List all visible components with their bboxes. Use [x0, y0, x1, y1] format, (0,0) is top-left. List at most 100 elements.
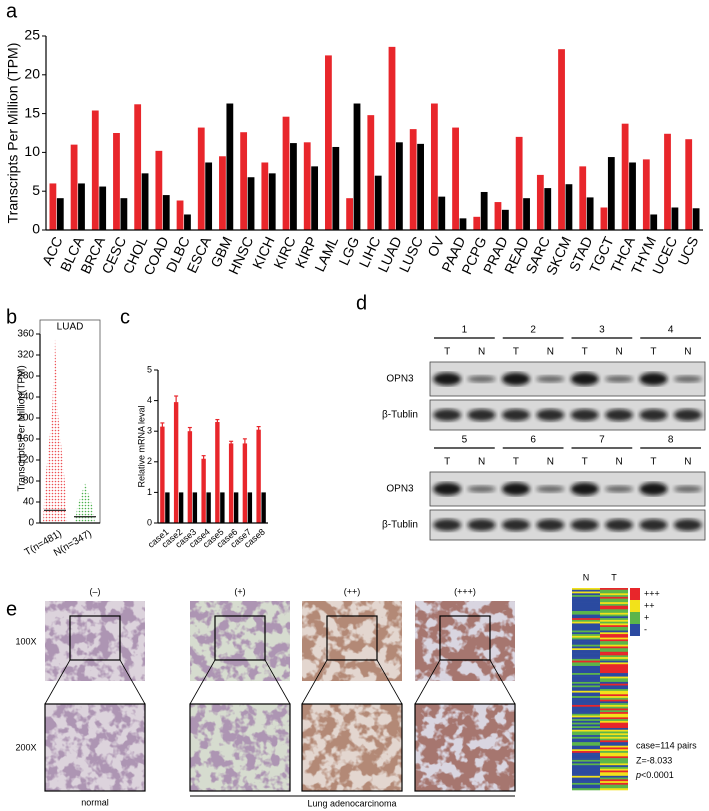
chart-title: LUAD [57, 322, 84, 333]
y-tick-label: 0 [32, 221, 40, 237]
y-axis-label: Relative mRNA leval [136, 405, 146, 487]
decoration [572, 690, 600, 693]
decoration [572, 611, 600, 614]
decoration [415, 704, 515, 791]
decoration [600, 696, 628, 699]
decoration [600, 736, 628, 739]
decoration [600, 665, 628, 669]
blot-row-label: OPN3 [386, 484, 414, 495]
decoration [572, 683, 600, 686]
decoration [572, 635, 600, 638]
lane-label: N [547, 457, 554, 468]
decoration [600, 689, 628, 692]
decoration [600, 749, 628, 752]
blot-row-label: β-Tublin [382, 410, 418, 421]
bar [430, 103, 438, 230]
bar [162, 195, 170, 230]
decoration [301, 659, 328, 705]
decoration [572, 747, 600, 750]
decoration [572, 593, 600, 596]
decoration [600, 768, 628, 771]
decoration [600, 726, 628, 729]
heatmap-column-label: N [583, 572, 590, 582]
decoration [572, 644, 600, 647]
decoration [600, 650, 628, 653]
decoration [639, 372, 668, 386]
decoration [572, 625, 600, 628]
decoration [190, 601, 290, 681]
decoration [572, 752, 600, 755]
grade-label: (++) [344, 586, 361, 596]
bar [303, 142, 311, 230]
bar [311, 166, 319, 230]
lane-number: 1 [462, 325, 468, 336]
decoration [572, 724, 600, 727]
error-bar [229, 440, 234, 446]
decoration [572, 696, 600, 699]
decoration [600, 658, 628, 661]
decoration [572, 742, 600, 745]
group-label: normal [81, 797, 109, 807]
decoration [605, 375, 634, 383]
decoration [600, 685, 628, 688]
bar [353, 103, 361, 230]
decoration [600, 758, 628, 761]
decoration [572, 775, 600, 778]
decoration [600, 774, 628, 777]
decoration [600, 667, 628, 670]
decoration [639, 482, 668, 496]
error-bar [256, 426, 261, 433]
decoration [600, 756, 628, 759]
decoration [600, 655, 628, 658]
bar [685, 139, 693, 230]
lane-number: 8 [668, 435, 674, 446]
decoration [600, 788, 628, 791]
decoration [572, 719, 600, 722]
lane-label: N [615, 457, 622, 468]
decoration [600, 699, 628, 702]
decoration [673, 519, 702, 531]
bar [247, 177, 255, 230]
bar [201, 458, 206, 523]
bar [473, 216, 481, 230]
grade-label: (+++) [454, 586, 476, 596]
lane-label: N [615, 347, 622, 358]
decoration [572, 657, 600, 660]
decoration [302, 601, 402, 681]
decoration [536, 519, 565, 531]
y-tick-label: 2 [147, 456, 152, 466]
decoration [119, 659, 146, 705]
decoration [600, 724, 628, 727]
decoration [600, 644, 628, 647]
y-tick-label: 160 [17, 434, 34, 445]
decoration [600, 729, 628, 732]
decoration [572, 642, 600, 646]
bar [650, 214, 658, 230]
bar [49, 183, 57, 230]
decoration [572, 687, 600, 690]
decoration [572, 626, 600, 630]
bar [261, 492, 266, 523]
decoration [600, 676, 628, 679]
decoration [572, 671, 600, 674]
decoration [572, 628, 600, 631]
decoration [600, 710, 628, 713]
bar [346, 198, 354, 230]
bar [220, 492, 225, 523]
decoration [600, 775, 628, 778]
decoration [600, 735, 628, 738]
decoration [605, 519, 634, 531]
bar [692, 208, 700, 230]
decoration [572, 600, 600, 603]
bar [586, 197, 594, 230]
decoration [75, 483, 95, 523]
error-bar [187, 426, 192, 435]
decoration [600, 701, 628, 704]
decoration [600, 651, 628, 654]
decoration [572, 623, 600, 626]
decoration [600, 681, 628, 684]
decoration [600, 646, 628, 649]
y-axis-label: Transcripts Per Million(TPM) [17, 365, 28, 491]
decoration [214, 615, 266, 661]
decoration [600, 653, 628, 656]
